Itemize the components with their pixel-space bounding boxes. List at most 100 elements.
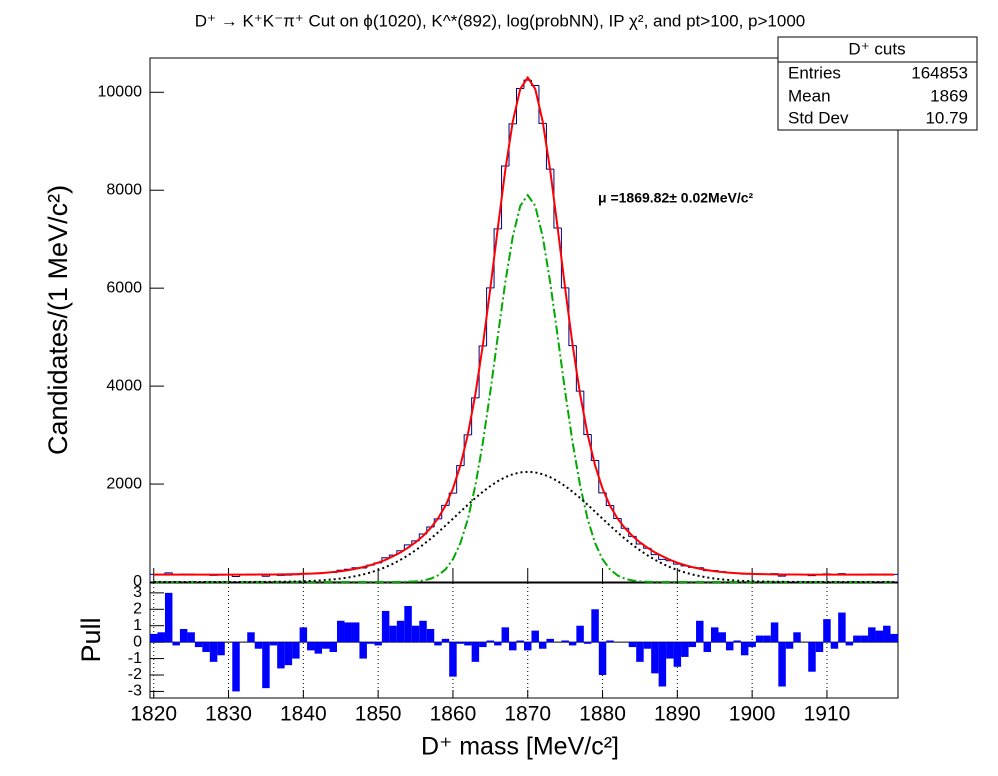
pull-axis-label: Pull — [76, 617, 106, 662]
x-tick-label: 1860 — [430, 703, 477, 726]
fit-curve — [153, 75, 895, 576]
pull-bar — [733, 640, 741, 643]
pull-bar — [830, 642, 839, 649]
pull-bar — [299, 627, 308, 643]
pull-bar — [606, 640, 614, 643]
pull-y-tick-label: 1 — [133, 617, 142, 634]
pull-bar — [785, 642, 794, 649]
pull-bar — [845, 642, 854, 646]
histogram-bin — [575, 345, 584, 392]
pull-bar — [853, 635, 861, 643]
pull-bar — [247, 632, 255, 643]
pull-bar — [725, 642, 734, 651]
pull-bar — [187, 632, 195, 643]
pull-bar — [322, 642, 330, 649]
pull-bar — [419, 620, 427, 643]
pull-bar — [292, 642, 300, 659]
pull-y-tick-label: 2 — [133, 601, 142, 618]
pull-bar — [636, 642, 644, 662]
pull-bar — [359, 642, 367, 659]
histogram-bin — [560, 227, 569, 289]
pull-bar — [456, 642, 465, 644]
pull-bar — [815, 642, 824, 652]
histogram-bin — [545, 123, 554, 170]
pull-bar — [673, 642, 682, 667]
pull-bar — [703, 642, 711, 652]
histogram-bin — [463, 434, 472, 466]
pull-bar — [516, 640, 524, 643]
pull-bar — [329, 642, 337, 652]
pull-bar — [808, 642, 816, 672]
histogram-bin — [553, 169, 562, 229]
pull-bar — [172, 642, 180, 646]
pull-bar — [479, 642, 487, 648]
y-axis-label: Candidates/(1 MeV/c²) — [43, 185, 73, 455]
pull-bar — [793, 632, 801, 643]
y-tick-label: 4000 — [106, 377, 142, 394]
pull-bar — [748, 642, 756, 648]
pull-bar — [217, 642, 225, 656]
pull-bar — [643, 642, 652, 649]
pull-bar — [823, 619, 831, 643]
pull-bar — [441, 638, 450, 643]
pull-bar — [486, 640, 495, 643]
pull-bar — [778, 642, 786, 687]
pull-bar — [366, 642, 375, 644]
pull-y-tick-label: -3 — [128, 683, 142, 700]
pull-bar — [531, 630, 539, 643]
upper-frame — [149, 57, 899, 583]
pull-bar — [314, 642, 323, 654]
x-tick-label: 1870 — [504, 703, 551, 726]
pull-bar — [179, 629, 188, 643]
pull-bar — [681, 642, 689, 657]
y-tick-label: 2000 — [106, 475, 142, 492]
pull-bar — [374, 642, 382, 646]
pull-bar — [194, 642, 203, 648]
pull-bar — [591, 609, 599, 643]
pull-bar — [232, 642, 240, 692]
x-tick-label: 1830 — [205, 703, 252, 726]
pull-bar — [307, 642, 315, 651]
pull-bar — [860, 635, 869, 643]
pull-bar — [262, 642, 270, 689]
stats-label: Entries — [788, 63, 841, 82]
chart-title: D⁺ → K⁺K⁻π⁺ Cut on ϕ(1020), K^*(892), lo… — [195, 11, 805, 30]
pull-bar — [875, 630, 884, 643]
pull-bar — [583, 642, 592, 644]
y-tick-label: 6000 — [106, 279, 142, 296]
y-tick-label: 10000 — [98, 83, 143, 100]
histogram-bin — [590, 434, 599, 462]
pull-bar — [658, 642, 667, 687]
pull-bar — [389, 625, 397, 643]
pull-bar — [688, 642, 697, 648]
stats-value: 164853 — [911, 63, 968, 82]
pull-bar — [164, 592, 173, 643]
pull-bar — [838, 612, 846, 643]
histogram-bin — [403, 544, 412, 551]
stats-title: D⁺ cuts — [848, 39, 905, 58]
stats-frame — [777, 36, 978, 131]
pull-bar — [157, 632, 165, 643]
pull-bar — [666, 642, 674, 659]
pull-bar — [711, 627, 719, 643]
histogram-bin — [471, 397, 480, 435]
pull-bar — [524, 642, 532, 651]
pull-bar — [344, 622, 352, 643]
pull-bar — [277, 642, 285, 669]
histogram-bin — [493, 228, 502, 288]
x-tick-label: 1900 — [729, 703, 776, 726]
pull-bar — [254, 642, 263, 649]
x-tick-label: 1820 — [130, 703, 177, 726]
pull-y-tick-label: -2 — [128, 666, 142, 683]
x-axis-label: D⁺ mass [MeV/c²] — [421, 733, 619, 761]
pull-bar — [351, 622, 360, 643]
pull-bar — [883, 625, 891, 643]
stats-label: Std Dev — [788, 108, 849, 127]
histogram-bin — [583, 391, 592, 436]
pull-y-tick-label: 3 — [133, 584, 142, 601]
pull-bar — [434, 642, 442, 646]
stats-value: 1869 — [930, 86, 968, 105]
pull-bar — [546, 638, 554, 643]
x-tick-label: 1890 — [654, 703, 701, 726]
pull-bar — [337, 620, 345, 643]
